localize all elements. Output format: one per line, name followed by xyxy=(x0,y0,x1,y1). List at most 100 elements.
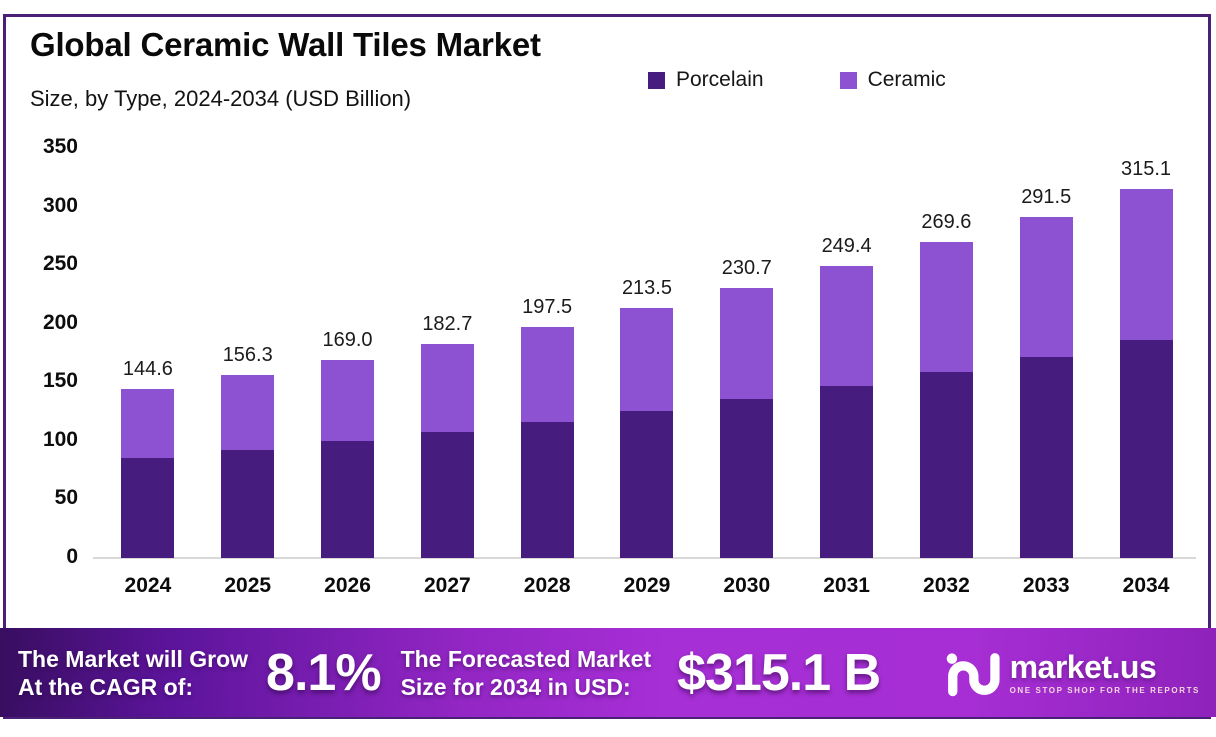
bar-stack-2032 xyxy=(919,242,973,558)
bar-column-2024: 144.6 xyxy=(98,147,198,558)
bar-2026-porcelain xyxy=(321,441,375,558)
x-axis-line xyxy=(93,557,1196,559)
bar-2032-porcelain xyxy=(919,371,973,558)
bar-2025-porcelain xyxy=(221,450,275,558)
bar-column-2032: 269.6 xyxy=(897,147,997,558)
bar-2024-ceramic xyxy=(121,388,175,459)
bar-2028-porcelain xyxy=(520,421,574,558)
bar-column-2027: 182.7 xyxy=(397,147,497,558)
y-tick-300: 300 xyxy=(42,193,78,217)
bar-column-2031: 249.4 xyxy=(797,147,897,558)
bar-2033-porcelain xyxy=(1019,356,1073,558)
bar-2029-porcelain xyxy=(620,410,674,558)
bar-2028-ceramic xyxy=(520,326,574,422)
bar-2034-ceramic xyxy=(1119,188,1173,341)
bar-2027-ceramic xyxy=(420,344,474,432)
bar-2026-ceramic xyxy=(321,360,375,442)
y-axis: 0 50 100 150 200 250 300 350 xyxy=(0,130,78,620)
marketus-logo-text: market.us xyxy=(1009,648,1157,685)
forecast-caption-line2: Size for 2034 in USD: xyxy=(400,673,631,700)
x-tick-2032: 2032 xyxy=(923,574,970,597)
bar-2030-porcelain xyxy=(720,398,774,558)
bar-total-label-2030: 230.7 xyxy=(721,256,772,279)
marketus-logo-mark-icon xyxy=(946,652,1000,696)
bar-stack-2024 xyxy=(121,388,175,558)
bar-2034-porcelain xyxy=(1119,340,1173,558)
y-tick-200: 200 xyxy=(42,310,78,334)
x-tick-2031: 2031 xyxy=(823,574,870,597)
bar-total-label-2024: 144.6 xyxy=(122,357,173,380)
bar-stack-2026 xyxy=(321,360,375,558)
marketus-tagline: ONE STOP SHOP FOR THE REPORTS xyxy=(1009,685,1200,695)
bar-2025-ceramic xyxy=(221,374,275,450)
bar-total-label-2026: 169.0 xyxy=(322,329,373,352)
bar-total-label-2029: 213.5 xyxy=(621,276,672,299)
bar-stack-2031 xyxy=(820,265,874,558)
bar-2031-ceramic xyxy=(820,265,874,386)
legend-item-ceramic: Ceramic xyxy=(839,68,946,92)
footer-banner: The Market will Grow At the CAGR of: 8.1… xyxy=(0,628,1216,717)
bar-stack-2029 xyxy=(620,307,674,558)
chart-subtitle: Size, by Type, 2024-2034 (USD Billion) xyxy=(30,86,412,111)
x-tick-2025: 2025 xyxy=(224,574,272,597)
y-tick-100: 100 xyxy=(42,427,78,451)
bar-column-2033: 291.5 xyxy=(996,147,1096,558)
y-tick-250: 250 xyxy=(42,252,78,276)
y-tick-50: 50 xyxy=(54,486,78,510)
porcelain-swatch-icon xyxy=(648,71,665,89)
forecast-value: $315.1 B xyxy=(677,643,881,702)
bar-2031-porcelain xyxy=(820,385,874,558)
x-tick-2027: 2027 xyxy=(423,574,471,597)
marketus-logo: market.us ONE STOP SHOP FOR THE REPORTS xyxy=(946,647,1200,699)
x-tick-2029: 2029 xyxy=(623,574,671,597)
y-tick-350: 350 xyxy=(42,135,78,158)
plot-area: 144.6 156.3 169.0 182.7 197.5 213.5 230.7 249.4… xyxy=(98,147,1196,558)
bar-2024-porcelain xyxy=(121,458,175,558)
bar-total-label-2028: 197.5 xyxy=(522,295,573,318)
legend-label-porcelain: Porcelain xyxy=(676,68,764,91)
bar-stack-2028 xyxy=(520,326,574,558)
bar-total-label-2031: 249.4 xyxy=(821,234,872,257)
bar-chart: 0 50 100 150 200 250 300 350 144.6 156.3 169.0 182… xyxy=(0,130,1216,620)
bar-2033-ceramic xyxy=(1019,216,1073,357)
bar-2029-ceramic xyxy=(620,307,674,411)
x-tick-2034: 2034 xyxy=(1122,574,1170,597)
legend-item-porcelain: Porcelain xyxy=(648,68,764,92)
cagr-value: 8.1% xyxy=(266,643,382,702)
bar-total-label-2027: 182.7 xyxy=(422,312,473,335)
bar-2027-porcelain xyxy=(420,431,474,558)
bar-total-label-2025: 156.3 xyxy=(222,343,273,366)
x-axis-labels: 2024 2025 2026 2027 2028 2029 2030 2031 2032 2033… xyxy=(98,574,1196,598)
bar-total-label-2033: 291.5 xyxy=(1021,185,1072,208)
bar-column-2030: 230.7 xyxy=(697,147,797,558)
bar-stack-2027 xyxy=(420,344,474,558)
bar-total-label-2034: 315.1 xyxy=(1121,157,1172,180)
bar-2032-ceramic xyxy=(919,242,973,372)
bar-stack-2025 xyxy=(221,374,275,558)
bar-column-2025: 156.3 xyxy=(198,147,298,558)
bar-stack-2033 xyxy=(1019,216,1073,558)
bar-stack-2030 xyxy=(720,287,774,558)
x-tick-2028: 2028 xyxy=(523,574,571,597)
bar-column-2034: 315.1 xyxy=(1096,147,1196,558)
bar-2030-ceramic xyxy=(720,287,774,399)
y-tick-0: 0 xyxy=(66,545,78,568)
cagr-caption: The Market will Grow At the CAGR of: xyxy=(18,645,248,701)
bar-total-label-2032: 269.6 xyxy=(921,211,972,234)
x-tick-2033: 2033 xyxy=(1022,574,1070,597)
bar-column-2026: 169.0 xyxy=(298,147,398,558)
x-tick-2026: 2026 xyxy=(324,574,371,597)
cagr-caption-line2: At the CAGR of: xyxy=(18,673,194,700)
x-tick-2030: 2030 xyxy=(723,574,771,597)
bar-column-2028: 197.5 xyxy=(497,147,597,558)
chart-title: Global Ceramic Wall Tiles Market xyxy=(30,26,541,63)
ceramic-swatch-icon xyxy=(839,71,857,89)
forecast-caption-line1: The Forecasted Market xyxy=(400,645,652,672)
y-tick-150: 150 xyxy=(42,369,78,393)
x-tick-2024: 2024 xyxy=(124,574,172,597)
bar-stack-2034 xyxy=(1119,188,1173,558)
cagr-caption-line1: The Market will Grow xyxy=(18,645,249,672)
bar-column-2029: 213.5 xyxy=(597,147,697,558)
legend-label-ceramic: Ceramic xyxy=(867,68,946,91)
